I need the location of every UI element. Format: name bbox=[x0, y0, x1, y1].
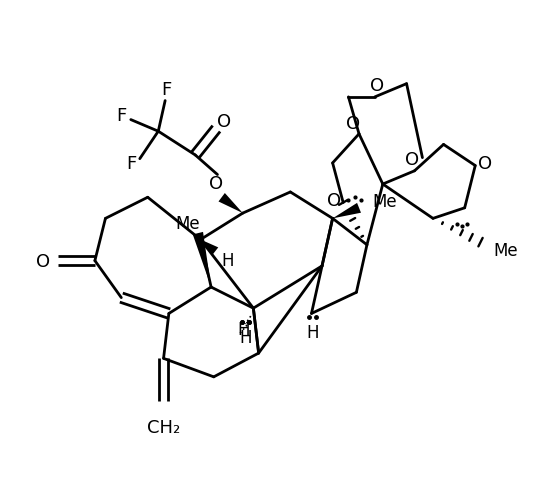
Text: O: O bbox=[405, 151, 419, 169]
Text: O: O bbox=[36, 252, 50, 270]
Text: O: O bbox=[371, 77, 385, 95]
Text: Me: Me bbox=[175, 214, 200, 232]
Text: Me: Me bbox=[372, 193, 397, 211]
Text: Ḧ: Ḧ bbox=[238, 321, 250, 338]
Text: O: O bbox=[217, 112, 231, 131]
Polygon shape bbox=[219, 193, 243, 214]
Polygon shape bbox=[193, 232, 211, 288]
Text: H: H bbox=[239, 328, 251, 347]
Text: Me: Me bbox=[494, 241, 518, 260]
Text: F: F bbox=[116, 107, 126, 125]
Text: O: O bbox=[478, 155, 492, 172]
Text: F: F bbox=[127, 155, 137, 172]
Polygon shape bbox=[200, 240, 219, 255]
Text: CH₂: CH₂ bbox=[147, 418, 180, 436]
Text: O: O bbox=[327, 192, 341, 209]
Text: H: H bbox=[222, 251, 234, 269]
Polygon shape bbox=[333, 204, 361, 219]
Text: O: O bbox=[346, 115, 360, 133]
Text: O: O bbox=[209, 175, 223, 192]
Text: F: F bbox=[161, 81, 171, 99]
Text: H: H bbox=[306, 323, 319, 341]
